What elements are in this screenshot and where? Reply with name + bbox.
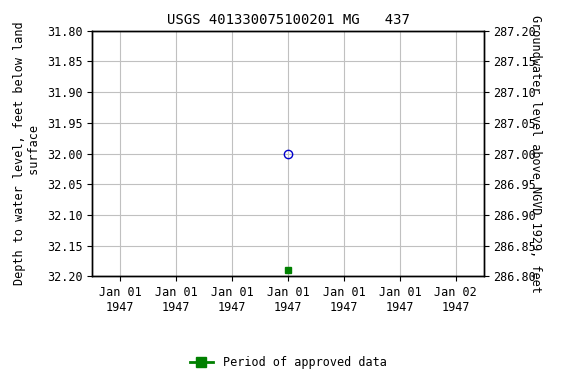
- Title: USGS 401330075100201 MG   437: USGS 401330075100201 MG 437: [166, 13, 410, 27]
- Legend: Period of approved data: Period of approved data: [185, 351, 391, 374]
- Y-axis label: Depth to water level, feet below land
 surface: Depth to water level, feet below land su…: [13, 22, 41, 285]
- Y-axis label: Groundwater level above NGVD 1929, feet: Groundwater level above NGVD 1929, feet: [529, 15, 542, 293]
